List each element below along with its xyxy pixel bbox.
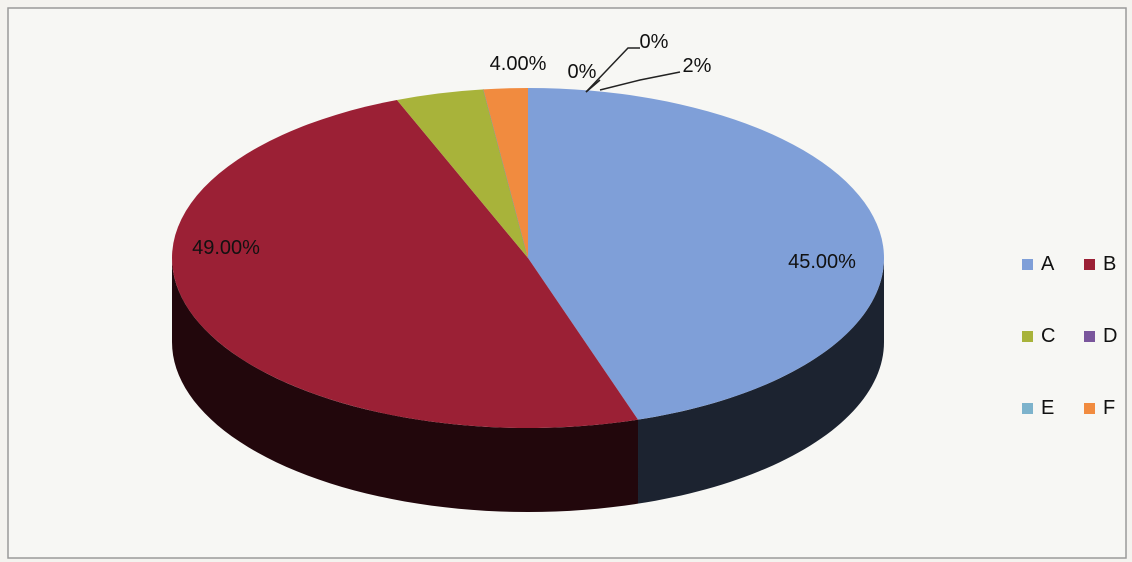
leader-line-e (585, 47, 640, 93)
legend-swatch (1022, 403, 1033, 414)
data-label-f: 2% (683, 55, 712, 77)
legend: A B C D E F (1022, 253, 1117, 419)
data-label-e: 0% (640, 31, 669, 53)
data-label-d: 0% (568, 61, 597, 83)
slice-e (483, 89, 529, 259)
legend-item-b: B (1084, 253, 1116, 275)
data-label-c: 4.00% (490, 53, 547, 75)
pie-top (172, 88, 884, 428)
legend-label: C (1041, 325, 1055, 347)
data-label-b: 49.00% (192, 237, 260, 259)
legend-label: A (1041, 253, 1055, 275)
legend-swatch (1022, 259, 1033, 270)
legend-item-a: A (1022, 253, 1055, 275)
legend-swatch (1084, 331, 1095, 342)
legend-item-d: D (1084, 325, 1117, 347)
slice-f (483, 88, 528, 258)
slice-side-b (172, 258, 639, 512)
legend-label: B (1103, 253, 1116, 275)
pie-side-walls (172, 258, 884, 512)
legend-label: F (1103, 397, 1115, 419)
leader-line-f (599, 71, 681, 91)
legend-item-c: C (1022, 325, 1055, 347)
slice-b (172, 99, 639, 428)
pie-plot-area (172, 88, 884, 512)
legend-swatch (1022, 331, 1033, 342)
legend-label: E (1041, 397, 1054, 419)
slice-c (396, 89, 528, 258)
data-labels: 45.00% 49.00% 4.00% 0% 0% 2% (192, 31, 856, 273)
slice-a (528, 88, 884, 420)
slice-side-a (638, 258, 884, 504)
legend-swatch (1084, 403, 1095, 414)
data-label-a: 45.00% (788, 251, 856, 273)
legend-item-e: E (1022, 397, 1054, 419)
legend-item-f: F (1084, 397, 1115, 419)
legend-label: D (1103, 325, 1117, 347)
legend-swatch (1084, 259, 1095, 270)
